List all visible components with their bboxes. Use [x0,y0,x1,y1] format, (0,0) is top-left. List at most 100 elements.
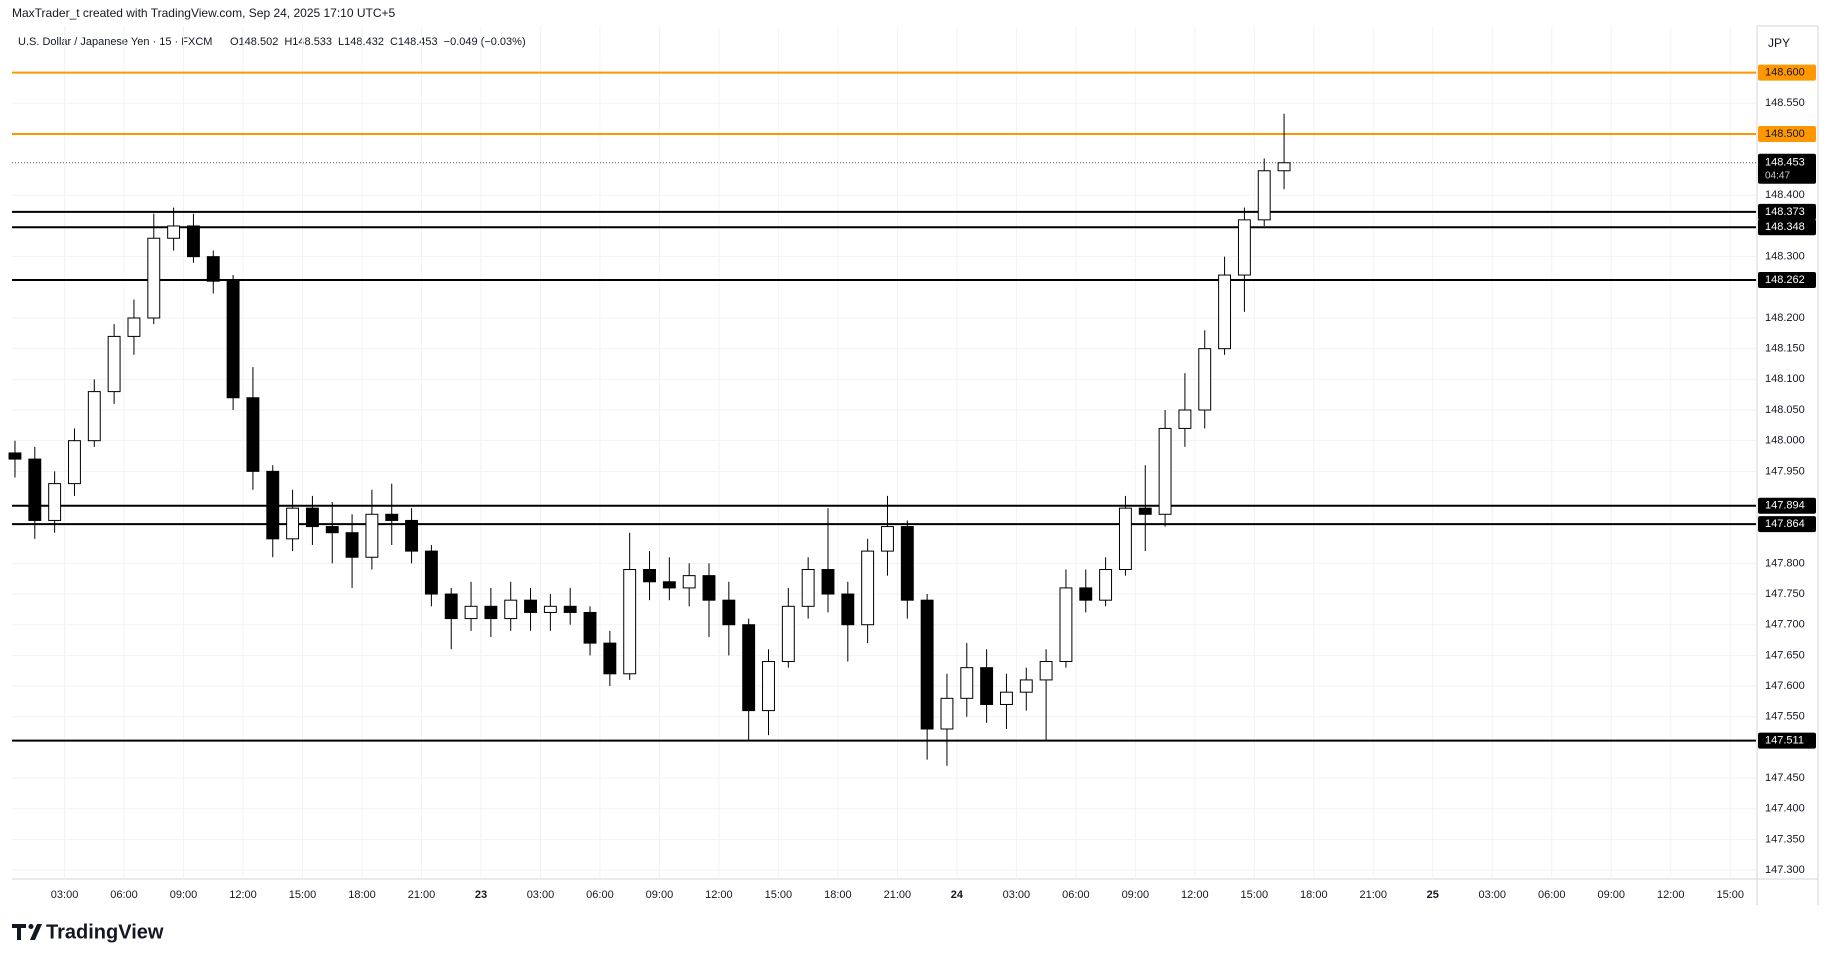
candle-body [1158,427,1172,515]
ohlc-label: C [390,36,398,48]
x-tick-label: 09:00 [170,889,198,901]
x-tick-label: 18:00 [824,889,852,901]
level-tag [1758,271,1816,288]
ohlc-label: O [230,36,239,48]
x-tick-label: 15:00 [765,889,793,901]
ohlc-label: L [338,36,344,48]
x-tick-label: 03:00 [51,889,79,901]
change: −0.049 (−0.03%) [444,36,526,48]
x-tick-label: 23 [475,889,487,901]
y-tick-label: 147.450 [1765,772,1805,784]
candle-body [643,569,656,583]
candle-body [147,237,161,319]
candle-body [662,581,676,589]
y-tick-label: 147.300 [1765,864,1805,876]
y-tick-label: 147.700 [1765,619,1805,631]
level-label: 148.348 [1765,221,1805,233]
candle-body [365,513,379,558]
x-tick-label: 15:00 [1716,889,1744,901]
x-tick-label: 12:00 [229,889,257,901]
candle-body [801,569,815,607]
candle-body [464,605,478,620]
candle-body [980,667,994,705]
candle-body [841,593,855,626]
y-tick-label: 148.150 [1765,343,1805,355]
y-tick-label: 148.100 [1765,373,1805,385]
candle-body [1198,348,1212,411]
x-tick-label: 18:00 [348,889,376,901]
x-tick-label: 09:00 [1597,889,1625,901]
x-tick-label: 24 [951,889,964,901]
candle-body [484,605,498,620]
candle-body [1257,170,1271,221]
candle-body [900,526,914,601]
x-tick-label: 03:00 [1479,889,1507,901]
candle-body [861,550,875,626]
level-label: 147.894 [1765,500,1805,512]
level-tag [1758,516,1816,533]
candle-body [345,532,359,558]
level-label: 148.600 [1765,67,1805,79]
candle-body [167,225,181,239]
x-tick-label: 09:00 [646,889,674,901]
candle-body [68,440,81,485]
candle-body [623,569,637,675]
currency: JPY [1768,36,1790,50]
candle-body [206,256,220,282]
candle-body [28,458,42,521]
ohlc-value: 148.502 [239,36,279,48]
candle-body [424,550,438,595]
countdown: 04:47 [1765,170,1790,181]
x-tick-label: 06:00 [1538,889,1566,901]
x-tick-label: 15:00 [289,889,317,901]
y-tick-label: 147.550 [1765,711,1805,723]
candle-body [1138,507,1152,515]
x-tick-label: 03:00 [1003,889,1031,901]
ohlc-value: 148.432 [344,36,384,48]
candle-body [960,667,974,699]
x-tick-label: 06:00 [1062,889,1090,901]
y-tick-label: 147.800 [1765,557,1805,569]
y-tick-label: 147.400 [1765,803,1805,815]
candle-body [266,470,280,540]
x-tick-label: 06:00 [586,889,614,901]
candle-body [881,526,894,552]
candle-body [246,397,260,472]
candle-body [583,611,597,644]
candle-body [1079,587,1093,601]
x-tick-label: 12:00 [1181,889,1209,901]
candle-body [524,599,537,613]
x-tick-label: 03:00 [527,889,555,901]
last-price-tag [1758,153,1816,184]
grid [12,26,1756,879]
candle-body [385,513,399,521]
y-tick-label: 147.650 [1765,649,1805,661]
level-label: 147.511 [1765,735,1804,747]
candle-body [722,599,736,626]
candle-body [48,483,62,521]
last-price-label: 148.453 [1765,157,1805,169]
candle-body [563,605,577,613]
x-tick-label: 18:00 [1300,889,1328,901]
y-tick-label: 148.300 [1765,251,1805,263]
candle-body [742,624,756,712]
candle-body [87,391,101,442]
candle-body [821,569,835,595]
candle-body [781,605,795,663]
ohlc-value: 148.533 [292,36,332,48]
y-tick-label: 148.400 [1765,189,1805,201]
candle-body [305,507,319,528]
candle-body [1059,587,1073,663]
level-tag [1758,732,1816,749]
candle-body [1178,409,1192,429]
level-label: 148.500 [1765,128,1805,140]
candle-body [999,691,1013,705]
x-tick-label: 12:00 [705,889,733,901]
candle-body [226,280,240,399]
candle-body [920,599,934,730]
x-tick-label: 21:00 [884,889,912,901]
x-tick-label: 21:00 [1360,889,1388,901]
symbol: U.S. Dollar / Japanese Yen · 15 · FXCM [18,36,212,48]
candle-body [762,661,775,712]
candle-body [1039,661,1053,681]
